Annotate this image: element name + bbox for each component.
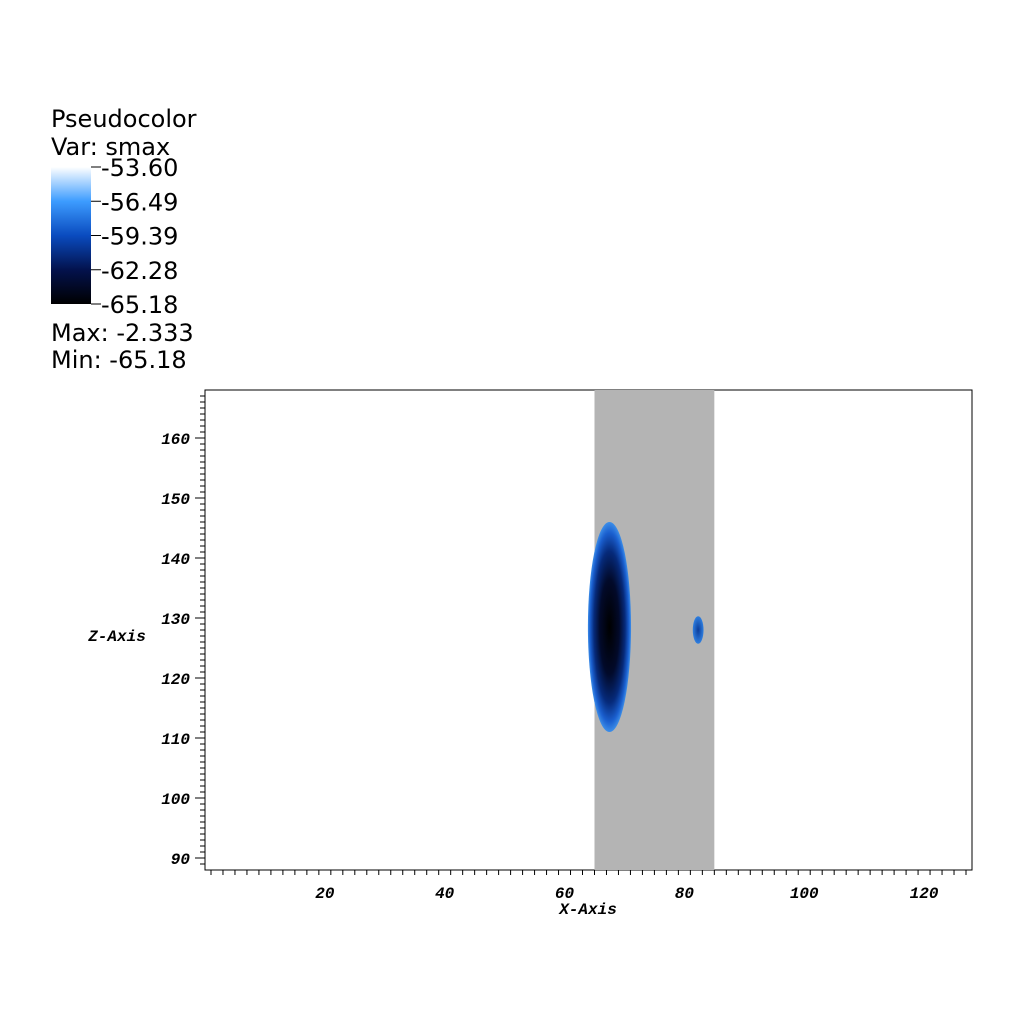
y-tick-label: 150	[161, 491, 190, 509]
y-tick-label: 120	[161, 671, 190, 689]
y-tick-label: 140	[161, 551, 190, 569]
colorbar	[51, 167, 91, 304]
small-blob	[692, 616, 704, 644]
y-tick-label: 160	[161, 431, 190, 449]
colorbar-tick-label: -62.28	[101, 257, 178, 285]
colorbar-tick-label: -65.18	[101, 291, 178, 319]
legend-min: Min: -65.18	[51, 346, 187, 374]
x-tick-label: 120	[910, 885, 939, 903]
y-axis-title: Z-Axis	[87, 628, 146, 646]
legend-max: Max: -2.333	[51, 319, 194, 347]
x-tick-label: 60	[555, 885, 575, 903]
colorbar-tick-label: -53.60	[101, 154, 178, 182]
colorbar-tick-label: -56.49	[101, 188, 178, 216]
y-tick-label: 130	[161, 611, 190, 629]
y-tick-label: 110	[161, 731, 190, 749]
x-tick-label: 20	[315, 885, 335, 903]
x-tick-label: 80	[675, 885, 695, 903]
legend-variable: Var: smax	[51, 133, 171, 161]
colorbar-ticks: -53.60 -56.49 -59.39 -62.28 -65.18	[91, 154, 178, 319]
y-tick-label: 100	[161, 791, 190, 809]
main-blob	[587, 522, 632, 732]
x-tick-label: 40	[435, 885, 455, 903]
x-tick-label: 100	[790, 885, 819, 903]
x-axis-ticks: 20 40 60 80 100 120	[210, 870, 967, 903]
legend-plot-type: Pseudocolor	[51, 105, 197, 133]
x-axis-title: X-Axis	[558, 901, 617, 919]
y-axis-ticks: 90 100 110 120 130 140 150 160	[161, 395, 205, 869]
colorbar-tick-label: -59.39	[101, 223, 178, 251]
y-tick-label: 90	[171, 851, 191, 869]
